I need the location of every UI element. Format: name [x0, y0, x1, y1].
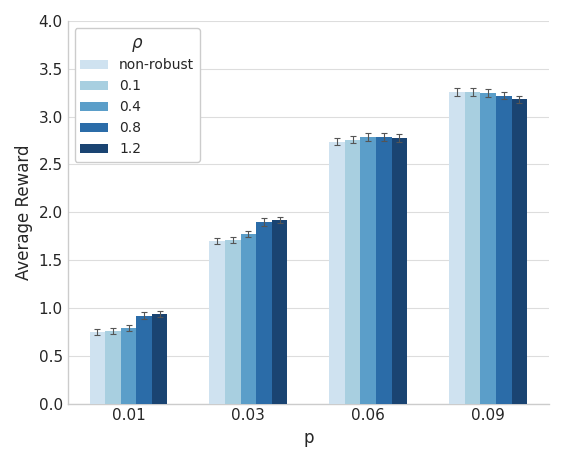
X-axis label: p: p	[303, 429, 314, 447]
Bar	[481, 93, 496, 404]
Bar	[360, 137, 376, 404]
Bar	[465, 92, 481, 404]
Bar	[136, 316, 152, 404]
Bar	[256, 222, 272, 404]
Bar	[121, 328, 136, 404]
Bar	[345, 140, 360, 404]
Bar	[391, 138, 407, 404]
Bar	[209, 241, 225, 404]
Bar	[376, 137, 391, 404]
Bar	[496, 96, 512, 404]
Bar	[225, 240, 241, 404]
Bar	[152, 314, 168, 404]
Bar	[329, 141, 345, 404]
Bar	[105, 331, 121, 404]
Bar	[241, 234, 256, 404]
Bar	[512, 99, 527, 404]
Legend: non-robust, 0.1, 0.4, 0.8, 1.2: non-robust, 0.1, 0.4, 0.8, 1.2	[74, 28, 200, 162]
Y-axis label: Average Reward: Average Reward	[15, 145, 33, 280]
Bar	[272, 220, 287, 404]
Bar	[449, 92, 465, 404]
Bar	[90, 332, 105, 404]
